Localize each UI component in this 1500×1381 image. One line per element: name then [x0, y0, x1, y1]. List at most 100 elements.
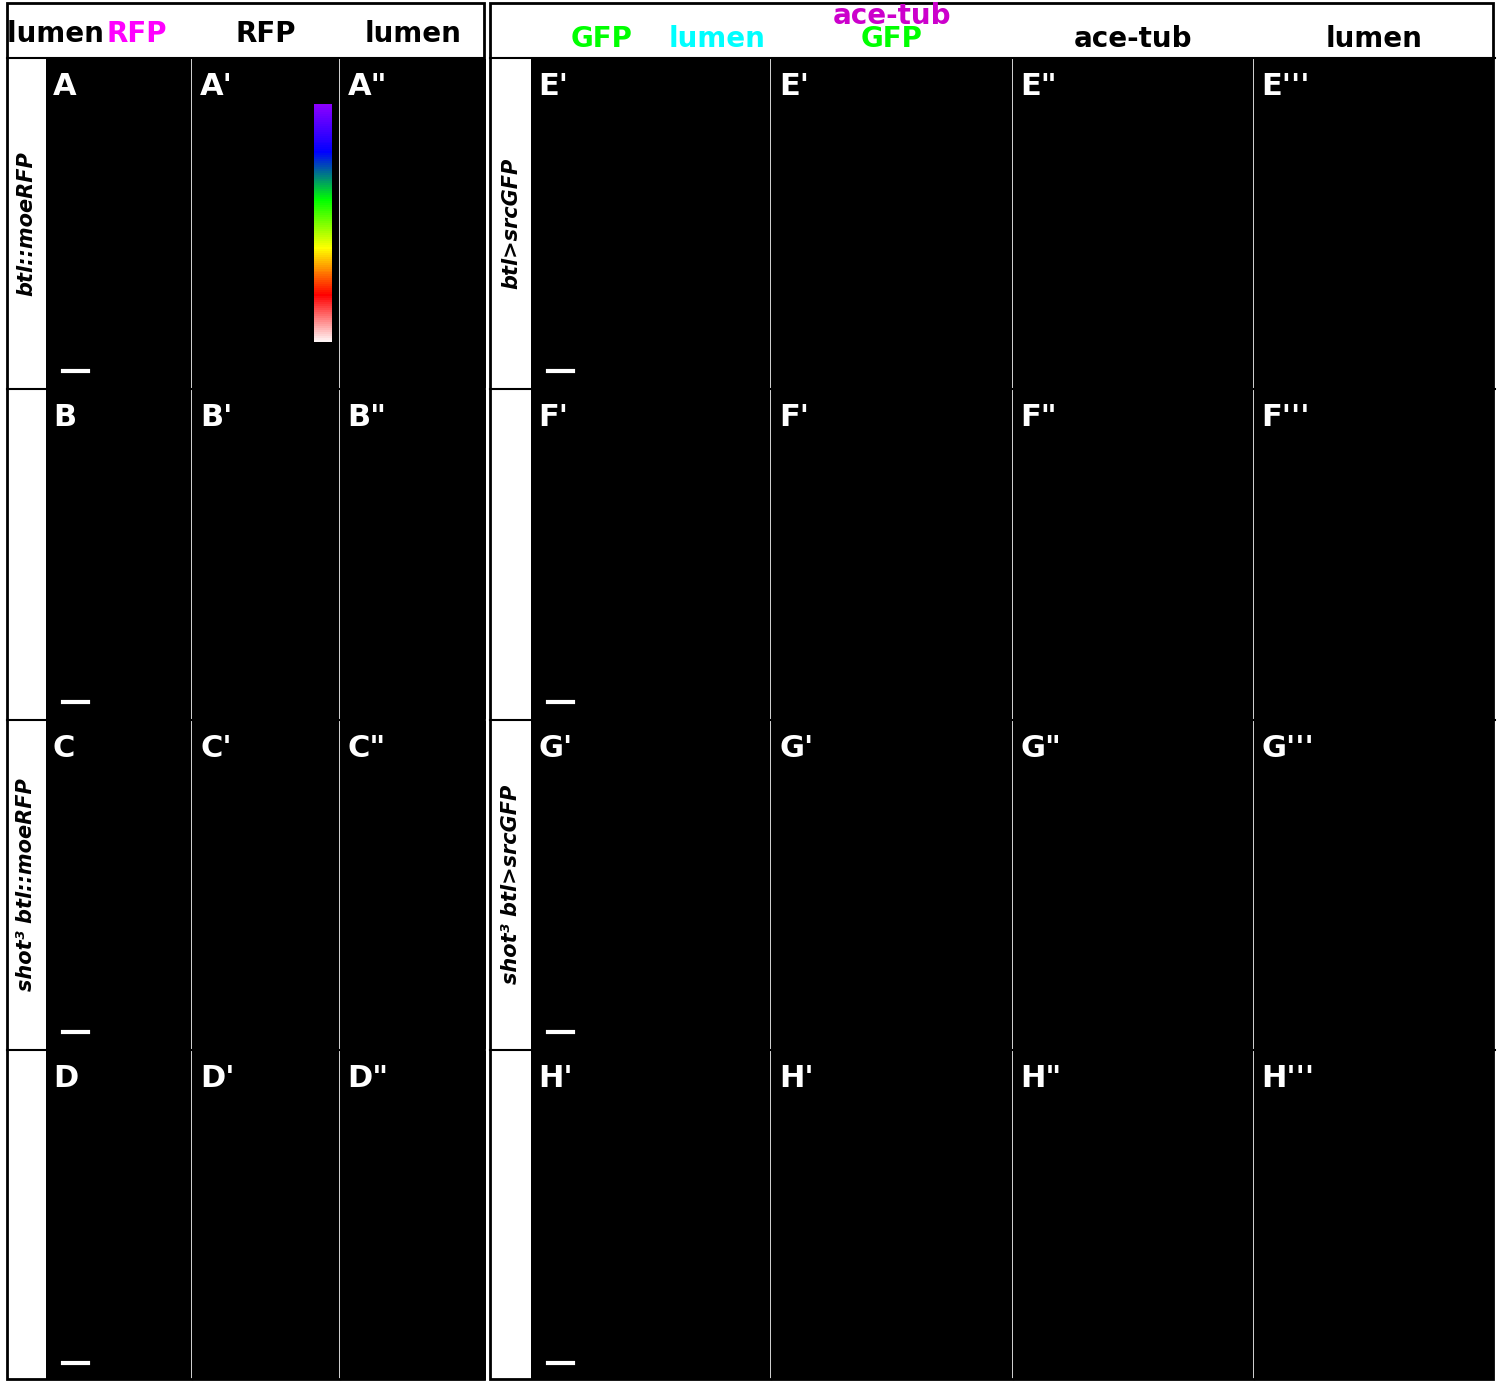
Bar: [314, 257, 332, 260]
Bar: [314, 113, 332, 116]
Bar: [490, 3, 1492, 1380]
Bar: [314, 226, 332, 229]
Bar: [314, 108, 332, 110]
Text: E": E": [1020, 72, 1058, 101]
Text: lumen: lumen: [364, 19, 462, 48]
Bar: [314, 167, 332, 170]
Bar: [194, 59, 339, 388]
Bar: [531, 389, 771, 718]
Bar: [314, 254, 332, 257]
Bar: [340, 389, 486, 718]
Bar: [46, 721, 192, 1050]
Text: ace-tub: ace-tub: [833, 1, 951, 30]
Text: D": D": [348, 1065, 388, 1094]
Bar: [314, 124, 332, 126]
Text: H': H': [780, 1065, 814, 1094]
Bar: [772, 1051, 1011, 1380]
Bar: [194, 389, 339, 718]
Bar: [314, 282, 332, 284]
Text: D: D: [53, 1065, 78, 1094]
Bar: [314, 279, 332, 280]
Text: GFP: GFP: [570, 25, 633, 54]
Bar: [314, 325, 332, 326]
Bar: [314, 265, 332, 267]
Bar: [314, 185, 332, 188]
Bar: [314, 126, 332, 128]
Text: lumen: lumen: [669, 25, 765, 54]
Bar: [531, 59, 771, 388]
Bar: [1254, 721, 1494, 1050]
Bar: [314, 239, 332, 242]
Bar: [314, 109, 332, 112]
Bar: [772, 389, 1011, 718]
Bar: [46, 1051, 192, 1380]
Bar: [314, 130, 332, 133]
Bar: [314, 112, 332, 115]
Bar: [314, 290, 332, 293]
Text: G': G': [538, 733, 573, 762]
Bar: [314, 213, 332, 215]
Bar: [314, 240, 332, 243]
Text: C: C: [53, 733, 75, 762]
Text: C": C": [348, 733, 386, 762]
Bar: [1254, 389, 1494, 718]
Text: G": G": [1020, 733, 1062, 762]
Text: H''': H''': [1262, 1065, 1316, 1094]
Text: shot³ btl::moeRFP: shot³ btl::moeRFP: [16, 779, 36, 992]
Bar: [314, 220, 332, 221]
Bar: [314, 261, 332, 262]
Bar: [314, 294, 332, 297]
Bar: [314, 251, 332, 253]
Bar: [314, 304, 332, 307]
Bar: [46, 389, 192, 718]
Text: H': H': [538, 1065, 573, 1094]
Bar: [314, 138, 332, 139]
Bar: [314, 280, 332, 283]
Bar: [1014, 59, 1252, 388]
Bar: [772, 59, 1011, 388]
Bar: [314, 148, 332, 151]
Text: A': A': [201, 72, 232, 101]
Bar: [1254, 1051, 1494, 1380]
Text: lumen: lumen: [8, 19, 114, 48]
Bar: [314, 336, 332, 338]
Text: H": H": [1020, 1065, 1062, 1094]
Bar: [314, 157, 332, 160]
Bar: [314, 177, 332, 180]
Bar: [314, 307, 332, 309]
Bar: [314, 152, 332, 153]
Bar: [314, 231, 332, 233]
Bar: [314, 268, 332, 271]
Bar: [314, 275, 332, 278]
Bar: [340, 59, 486, 388]
Bar: [314, 188, 332, 189]
Bar: [314, 181, 332, 184]
Bar: [314, 298, 332, 301]
Bar: [314, 199, 332, 202]
Bar: [340, 721, 486, 1050]
Text: F': F': [780, 403, 810, 432]
Bar: [314, 173, 332, 175]
Bar: [314, 293, 332, 294]
Bar: [314, 271, 332, 273]
Bar: [314, 222, 332, 225]
Bar: [314, 144, 332, 146]
Bar: [314, 340, 332, 342]
Bar: [314, 334, 332, 337]
Bar: [314, 286, 332, 289]
Bar: [314, 203, 332, 206]
Bar: [314, 171, 332, 174]
Bar: [314, 247, 332, 249]
Bar: [314, 215, 332, 217]
Bar: [314, 236, 332, 239]
Bar: [314, 244, 332, 247]
Bar: [314, 211, 332, 214]
Bar: [314, 127, 332, 130]
Bar: [314, 235, 332, 238]
Text: lumen: lumen: [1326, 25, 1424, 54]
Bar: [1014, 721, 1252, 1050]
Bar: [314, 253, 332, 255]
Bar: [314, 122, 332, 124]
Bar: [314, 117, 332, 120]
Text: RFP: RFP: [236, 19, 296, 48]
